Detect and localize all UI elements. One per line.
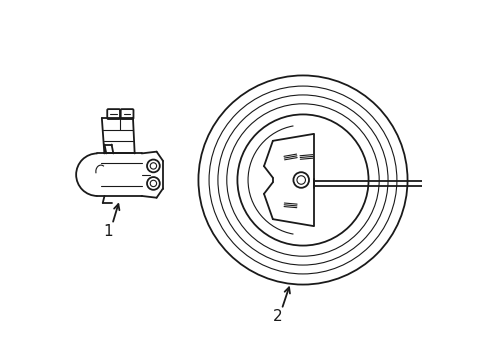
- Text: 2: 2: [273, 309, 283, 324]
- Text: 1: 1: [103, 224, 113, 239]
